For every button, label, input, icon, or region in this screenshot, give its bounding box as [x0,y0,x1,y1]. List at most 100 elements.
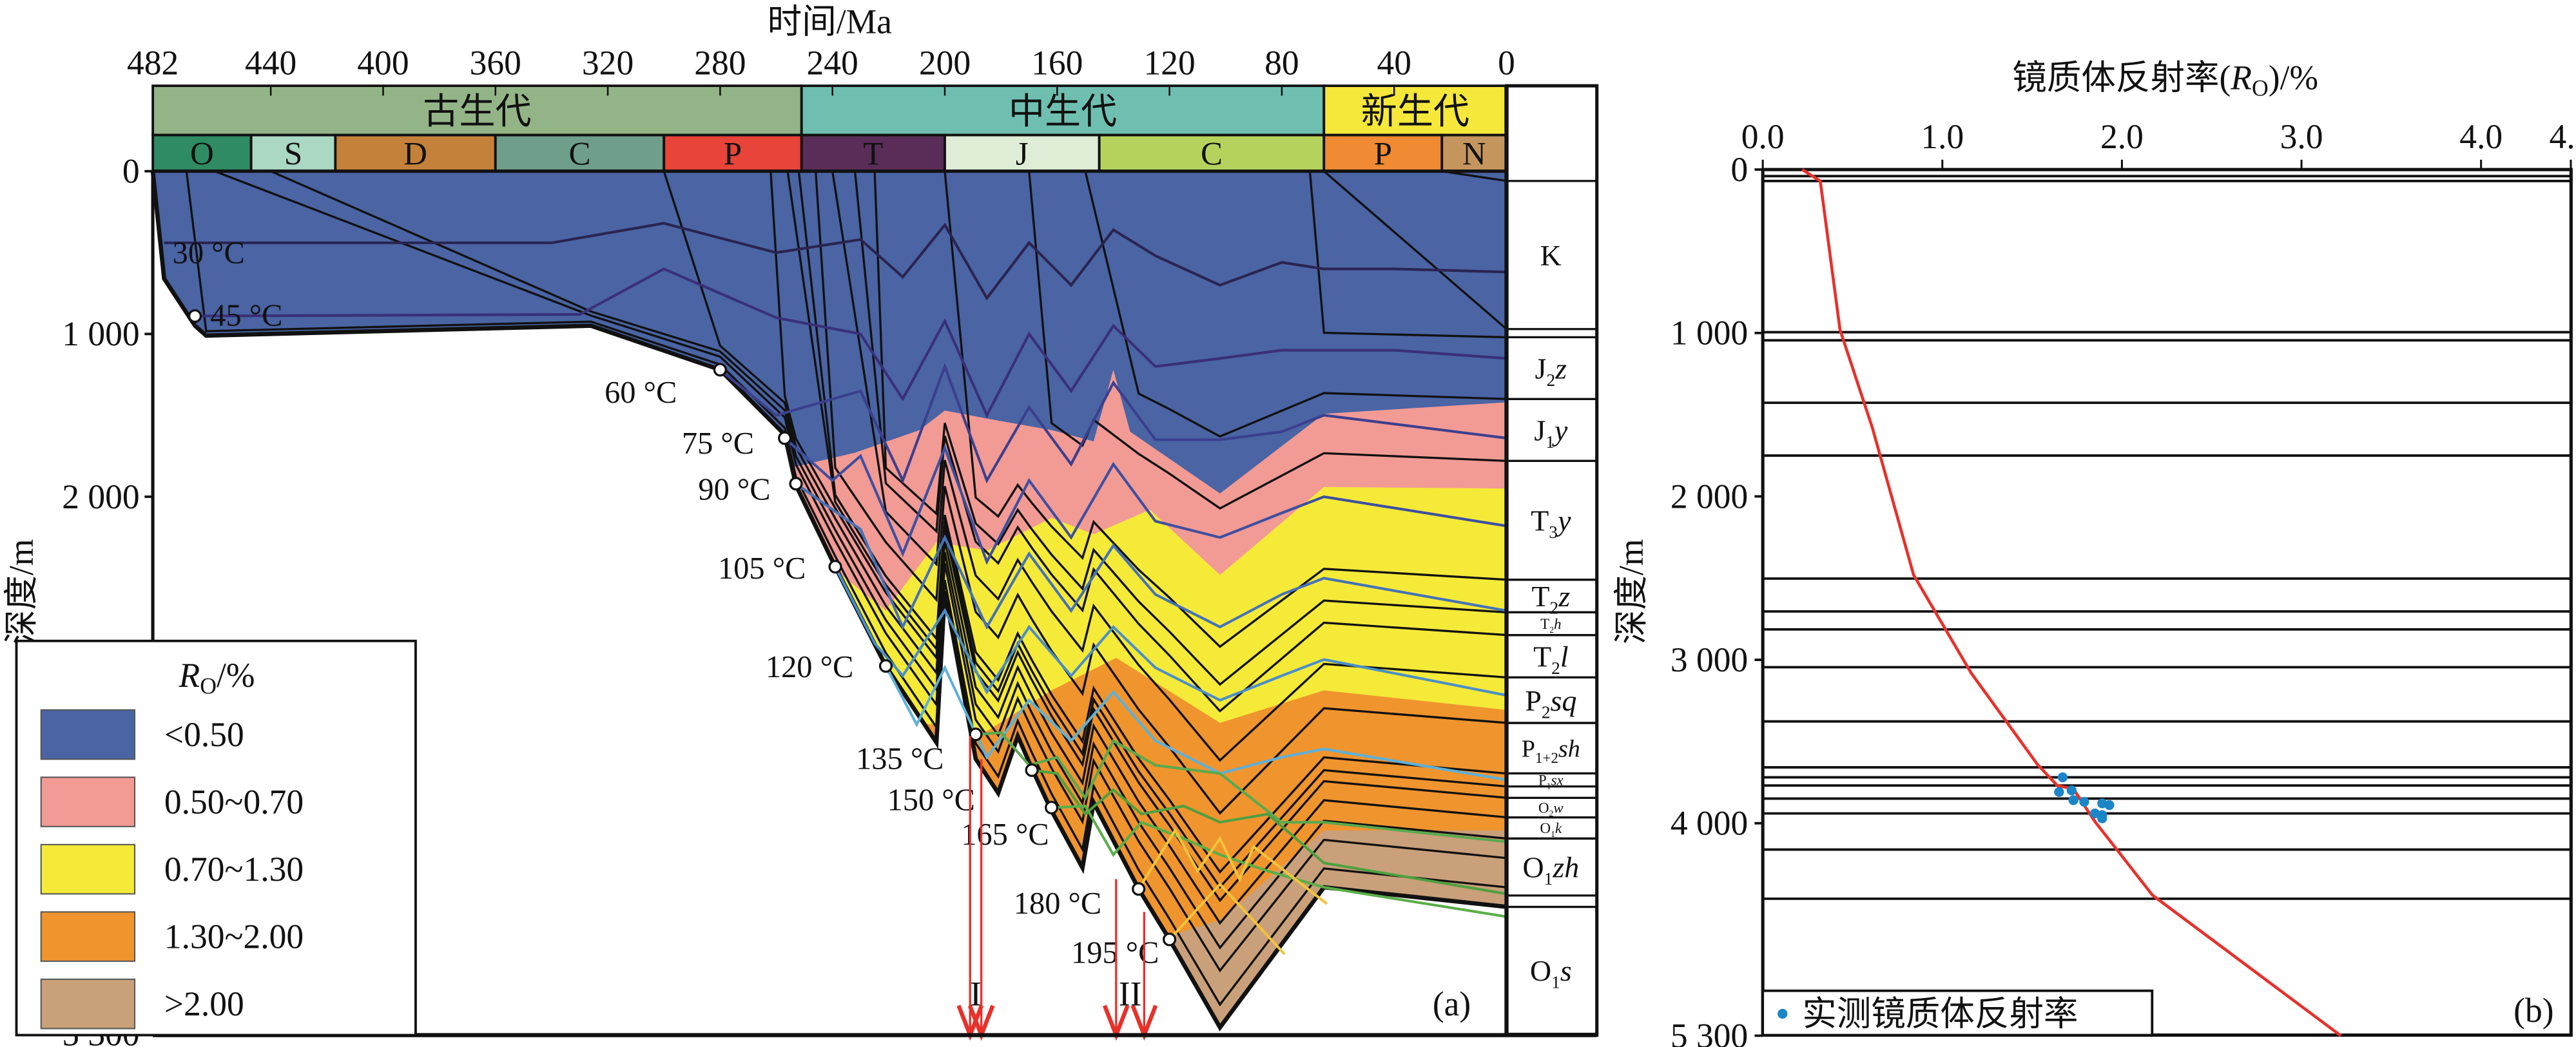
era-label: 古生代 [423,92,531,132]
x-tick-label: 4.5 [2550,117,2576,156]
formation-main: J [1534,414,1545,447]
formation-column [1504,84,1599,1037]
formation-sub: 3 [1549,522,1558,542]
legend-label: 0.70~1.30 [164,850,304,889]
formation-main: T [1540,616,1549,632]
period-band [1098,133,1326,173]
x-tick-label: 40 [1377,43,1411,82]
isotherm-label: 75 °C [682,427,754,461]
formation-label: P1+2sh [1522,736,1580,767]
x-tick-label: 3.0 [2280,117,2323,156]
measured-ro-point [2057,772,2068,783]
formation-suffix: s [1560,954,1572,987]
isotherm-label: 150 °C [887,783,975,817]
y-tick-label: 0 [122,152,140,191]
period-label: S [284,137,302,173]
burial-curve [853,171,1507,713]
legend-title: RO/% [179,656,255,698]
y-tick-label: 3 000 [1671,640,1748,679]
isotherm-marker [1025,763,1039,777]
isotherm-marker [188,309,202,323]
formation-label: T3y [1531,504,1571,542]
legend-label: 实测镜质体反射率 [1802,994,2078,1033]
formation-main: T [1532,580,1550,613]
isotherm-line [784,437,1507,565]
isotherm-label: 90 °C [698,473,770,507]
formation-label: O1k [1540,820,1562,839]
formation-suffix: sh [1558,736,1580,763]
isotherm-marker [1163,932,1177,946]
formation-label: J2z [1535,352,1567,389]
x-tick-label: 2.0 [2100,117,2144,156]
isotherm-label: 105 °C [718,552,806,586]
x-axis-title: 时间/Ma [768,3,892,41]
burial-curve [1323,170,1507,330]
event-label: II [1119,975,1142,1013]
y-tick-label: 2 000 [1671,477,1748,515]
period-label: O [190,137,214,173]
formation-sub: 2 [1551,658,1560,678]
x-tick-label: 440 [245,43,296,82]
formation-suffix: z [1558,580,1570,613]
measured-ro-point [2066,785,2077,796]
formation-label: P1sx [1538,773,1564,791]
event-label: I [970,975,982,1013]
legend-swatch [40,843,136,895]
isotherm-marker [878,659,893,673]
vitrinite-reflectance-panel: 镜质体反射率(RO)/% 0.0 1.0 2.0 3.0 4.0 4.5 0 1 000 2 00… [1612,58,2576,1047]
isotherm-label: 45 °C [210,298,282,332]
formation-main: J [1535,352,1547,385]
formation-suffix: sx [1551,773,1564,789]
era-label: 新生代 [1361,92,1469,132]
formation-suffix: w [1553,800,1564,816]
formation-main: O [1530,954,1551,987]
formation-main: P [1525,684,1542,717]
formation-label: O1zh [1523,851,1580,889]
formation-sub: 1 [1544,869,1553,889]
isotherm-line [795,483,1507,631]
formation-sub: 2 [1549,809,1554,818]
formation-main: O [1538,800,1549,816]
legend-swatch [40,709,136,760]
formation-sub: 1 [1551,972,1560,992]
legend-label: >2.00 [164,985,244,1023]
formation-suffix: l [1560,640,1569,673]
x-tick-label: 120 [1143,43,1195,82]
isotherm-line [719,362,1507,484]
measured-ro-point [2068,795,2078,805]
isotherm-label: 165 °C [961,818,1049,852]
isotherm-label: 60 °C [605,376,677,410]
formation-main: O [1523,851,1544,884]
formation-sub: 1+2 [1535,750,1558,766]
formation-main: T [1531,504,1549,537]
x-tick-label: 160 [1031,43,1083,82]
y-tick-label: 5 300 [1671,1016,1748,1047]
isotherm-label: 120 °C [766,650,853,684]
formation-sub: 1 [1547,781,1551,791]
isotherm-line [1051,804,1507,918]
measured-ro-point [2104,800,2115,811]
formation-label: T2h [1540,616,1561,635]
y-tick-label: 4 000 [1671,804,1748,843]
legend-label: 0.50~0.70 [164,782,304,821]
formation-suffix: k [1555,820,1562,836]
formation-suffix: y [1552,414,1568,447]
burial-curve [786,171,1507,889]
burial-curve [944,171,1507,648]
formation-main: P [1522,736,1535,763]
period-label: P [1374,137,1392,173]
measured-ro-point [2079,796,2089,807]
isotherm-marker [1045,800,1059,815]
formation-label: K [1540,239,1562,272]
period-label: T [863,137,883,173]
period-label: P [724,137,742,173]
x-tick-label: 200 [919,43,971,82]
burial-curve [1084,171,1507,438]
x-tick-label: 360 [470,43,521,82]
era-band [800,84,1326,137]
formation-label: P2sq [1525,684,1576,722]
formation-suffix: zh [1552,851,1579,884]
formation-label: O2w [1538,800,1564,818]
x-tick-label: 482 [127,43,179,82]
